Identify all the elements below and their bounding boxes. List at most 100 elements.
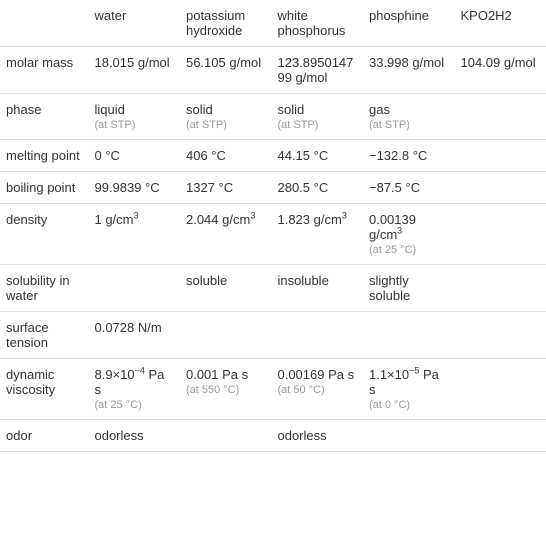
table-cell: 99.9839 °C xyxy=(88,172,180,204)
cell-value: solid xyxy=(277,102,357,117)
table-row: surface tension 0.0728 N/m xyxy=(0,312,546,359)
cell-value: 0 °C xyxy=(94,148,174,163)
table-row: phaseliquid(at STP) solid (at STP) solid (at… xyxy=(0,94,546,140)
cell-value: 56.105 g/mol xyxy=(186,55,266,70)
table-cell xyxy=(454,140,546,172)
table-row: melting point 0 °C 406 °C 44.15 °C −132.8 °C xyxy=(0,140,546,172)
table-cell: 33.998 g/mol xyxy=(363,47,455,94)
cell-note: (at STP) xyxy=(369,119,449,131)
row-label: phase xyxy=(0,94,88,140)
cell-note: (at STP) xyxy=(277,119,357,131)
table-cell: −87.5 °C xyxy=(363,172,455,204)
table-cell: 123.895014799 g/mol xyxy=(271,47,363,94)
table-row: solubility in water soluble insoluble sligh… xyxy=(0,265,546,312)
header-kpo2h2: KPO2H2 xyxy=(454,0,546,47)
table-cell: 0.00139 g/cm3(at 25 °C) xyxy=(363,204,455,265)
table-cell: 104.09 g/mol xyxy=(454,47,546,94)
properties-table: water potassium hydroxide white phosphor… xyxy=(0,0,546,452)
cell-value: slightly soluble xyxy=(369,273,449,303)
table-row: dynamic viscosity8.9×10−4 Pa s(at 25 °C)… xyxy=(0,359,546,420)
table-cell: 0.0728 N/m xyxy=(88,312,180,359)
table-cell xyxy=(454,204,546,265)
table-cell xyxy=(454,359,546,420)
row-label: density xyxy=(0,204,88,265)
cell-value: 1.1×10−5 Pa s xyxy=(369,367,449,397)
table-cell xyxy=(454,420,546,452)
table-cell xyxy=(454,265,546,312)
table-cell: −132.8 °C xyxy=(363,140,455,172)
table-cell: soluble xyxy=(180,265,272,312)
table-cell xyxy=(454,312,546,359)
cell-value: odorless xyxy=(94,428,174,443)
cell-value: 0.001 Pa s xyxy=(186,367,266,382)
table-cell: 1.1×10−5 Pa s(at 0 °C) xyxy=(363,359,455,420)
table-cell: 280.5 °C xyxy=(271,172,363,204)
table-row: boiling point 99.9839 °C 1327 °C 280.5 °C −8… xyxy=(0,172,546,204)
cell-value: 406 °C xyxy=(186,148,266,163)
table-cell: insoluble xyxy=(271,265,363,312)
table-cell: odorless xyxy=(271,420,363,452)
table-cell: solid (at STP) xyxy=(271,94,363,140)
header-phosphine: phosphine xyxy=(363,0,455,47)
table-cell xyxy=(363,312,455,359)
cell-value: 1.823 g/cm3 xyxy=(277,212,357,227)
cell-value: 99.9839 °C xyxy=(94,180,174,195)
cell-value: solid xyxy=(186,102,266,117)
cell-value: 123.895014799 g/mol xyxy=(277,55,357,85)
table-cell xyxy=(454,172,546,204)
table-cell: liquid(at STP) xyxy=(88,94,180,140)
table-cell: 1 g/cm3 xyxy=(88,204,180,265)
cell-value: −132.8 °C xyxy=(369,148,449,163)
cell-value: 8.9×10−4 Pa s xyxy=(94,367,174,397)
cell-value: 18.015 g/mol xyxy=(94,55,174,70)
row-label: molar mass xyxy=(0,47,88,94)
table-cell: 406 °C xyxy=(180,140,272,172)
table-cell: slightly soluble xyxy=(363,265,455,312)
table-cell: 0 °C xyxy=(88,140,180,172)
header-water: water xyxy=(88,0,180,47)
cell-value: 280.5 °C xyxy=(277,180,357,195)
table-cell: 0.00169 Pa s (at 50 °C) xyxy=(271,359,363,420)
table-cell: 18.015 g/mol xyxy=(88,47,180,94)
table-cell: 56.105 g/mol xyxy=(180,47,272,94)
table-cell xyxy=(88,265,180,312)
row-label: boiling point xyxy=(0,172,88,204)
table-body: molar mass 18.015 g/mol 56.105 g/mol 123.89… xyxy=(0,47,546,452)
cell-note: (at 25 °C) xyxy=(94,399,174,411)
table-row: molar mass 18.015 g/mol 56.105 g/mol 123.89… xyxy=(0,47,546,94)
cell-value: 44.15 °C xyxy=(277,148,357,163)
header-empty xyxy=(0,0,88,47)
table-cell: 8.9×10−4 Pa s (at 25 °C) xyxy=(88,359,180,420)
row-label: solubility in water xyxy=(0,265,88,312)
table-cell: 2.044 g/cm3 xyxy=(180,204,272,265)
cell-value: 1 g/cm3 xyxy=(94,212,174,227)
cell-note: (at 50 °C) xyxy=(277,384,357,396)
table-header-row: water potassium hydroxide white phosphor… xyxy=(0,0,546,47)
header-white-phosphorus: white phosphorus xyxy=(271,0,363,47)
cell-note: (at 25 °C) xyxy=(369,244,449,256)
table-cell: 0.001 Pa s (at 550 °C) xyxy=(180,359,272,420)
cell-value: 33.998 g/mol xyxy=(369,55,449,70)
row-label: odor xyxy=(0,420,88,452)
cell-value: gas xyxy=(369,102,449,117)
cell-value: odorless xyxy=(277,428,357,443)
cell-value: 1327 °C xyxy=(186,180,266,195)
cell-note: (at STP) xyxy=(94,119,174,131)
row-label: surface tension xyxy=(0,312,88,359)
row-label: melting point xyxy=(0,140,88,172)
cell-value: 104.09 g/mol xyxy=(460,55,540,70)
cell-value: insoluble xyxy=(277,273,357,288)
table-cell: 44.15 °C xyxy=(271,140,363,172)
cell-note: (at 550 °C) xyxy=(186,384,266,396)
cell-value: 0.00169 Pa s xyxy=(277,367,357,382)
table-cell xyxy=(180,420,272,452)
table-cell: solid(at STP) xyxy=(180,94,272,140)
table-cell: odorless xyxy=(88,420,180,452)
cell-value: soluble xyxy=(186,273,266,288)
header-potassium-hydroxide: potassium hydroxide xyxy=(180,0,272,47)
cell-value: 0.0728 N/m xyxy=(94,320,174,335)
table-cell: gas (at STP) xyxy=(363,94,455,140)
table-row: odor odorless odorless xyxy=(0,420,546,452)
table-row: density 1 g/cm3 2.044 g/cm3 1.823 g/cm3 0.00… xyxy=(0,204,546,265)
table-cell xyxy=(363,420,455,452)
